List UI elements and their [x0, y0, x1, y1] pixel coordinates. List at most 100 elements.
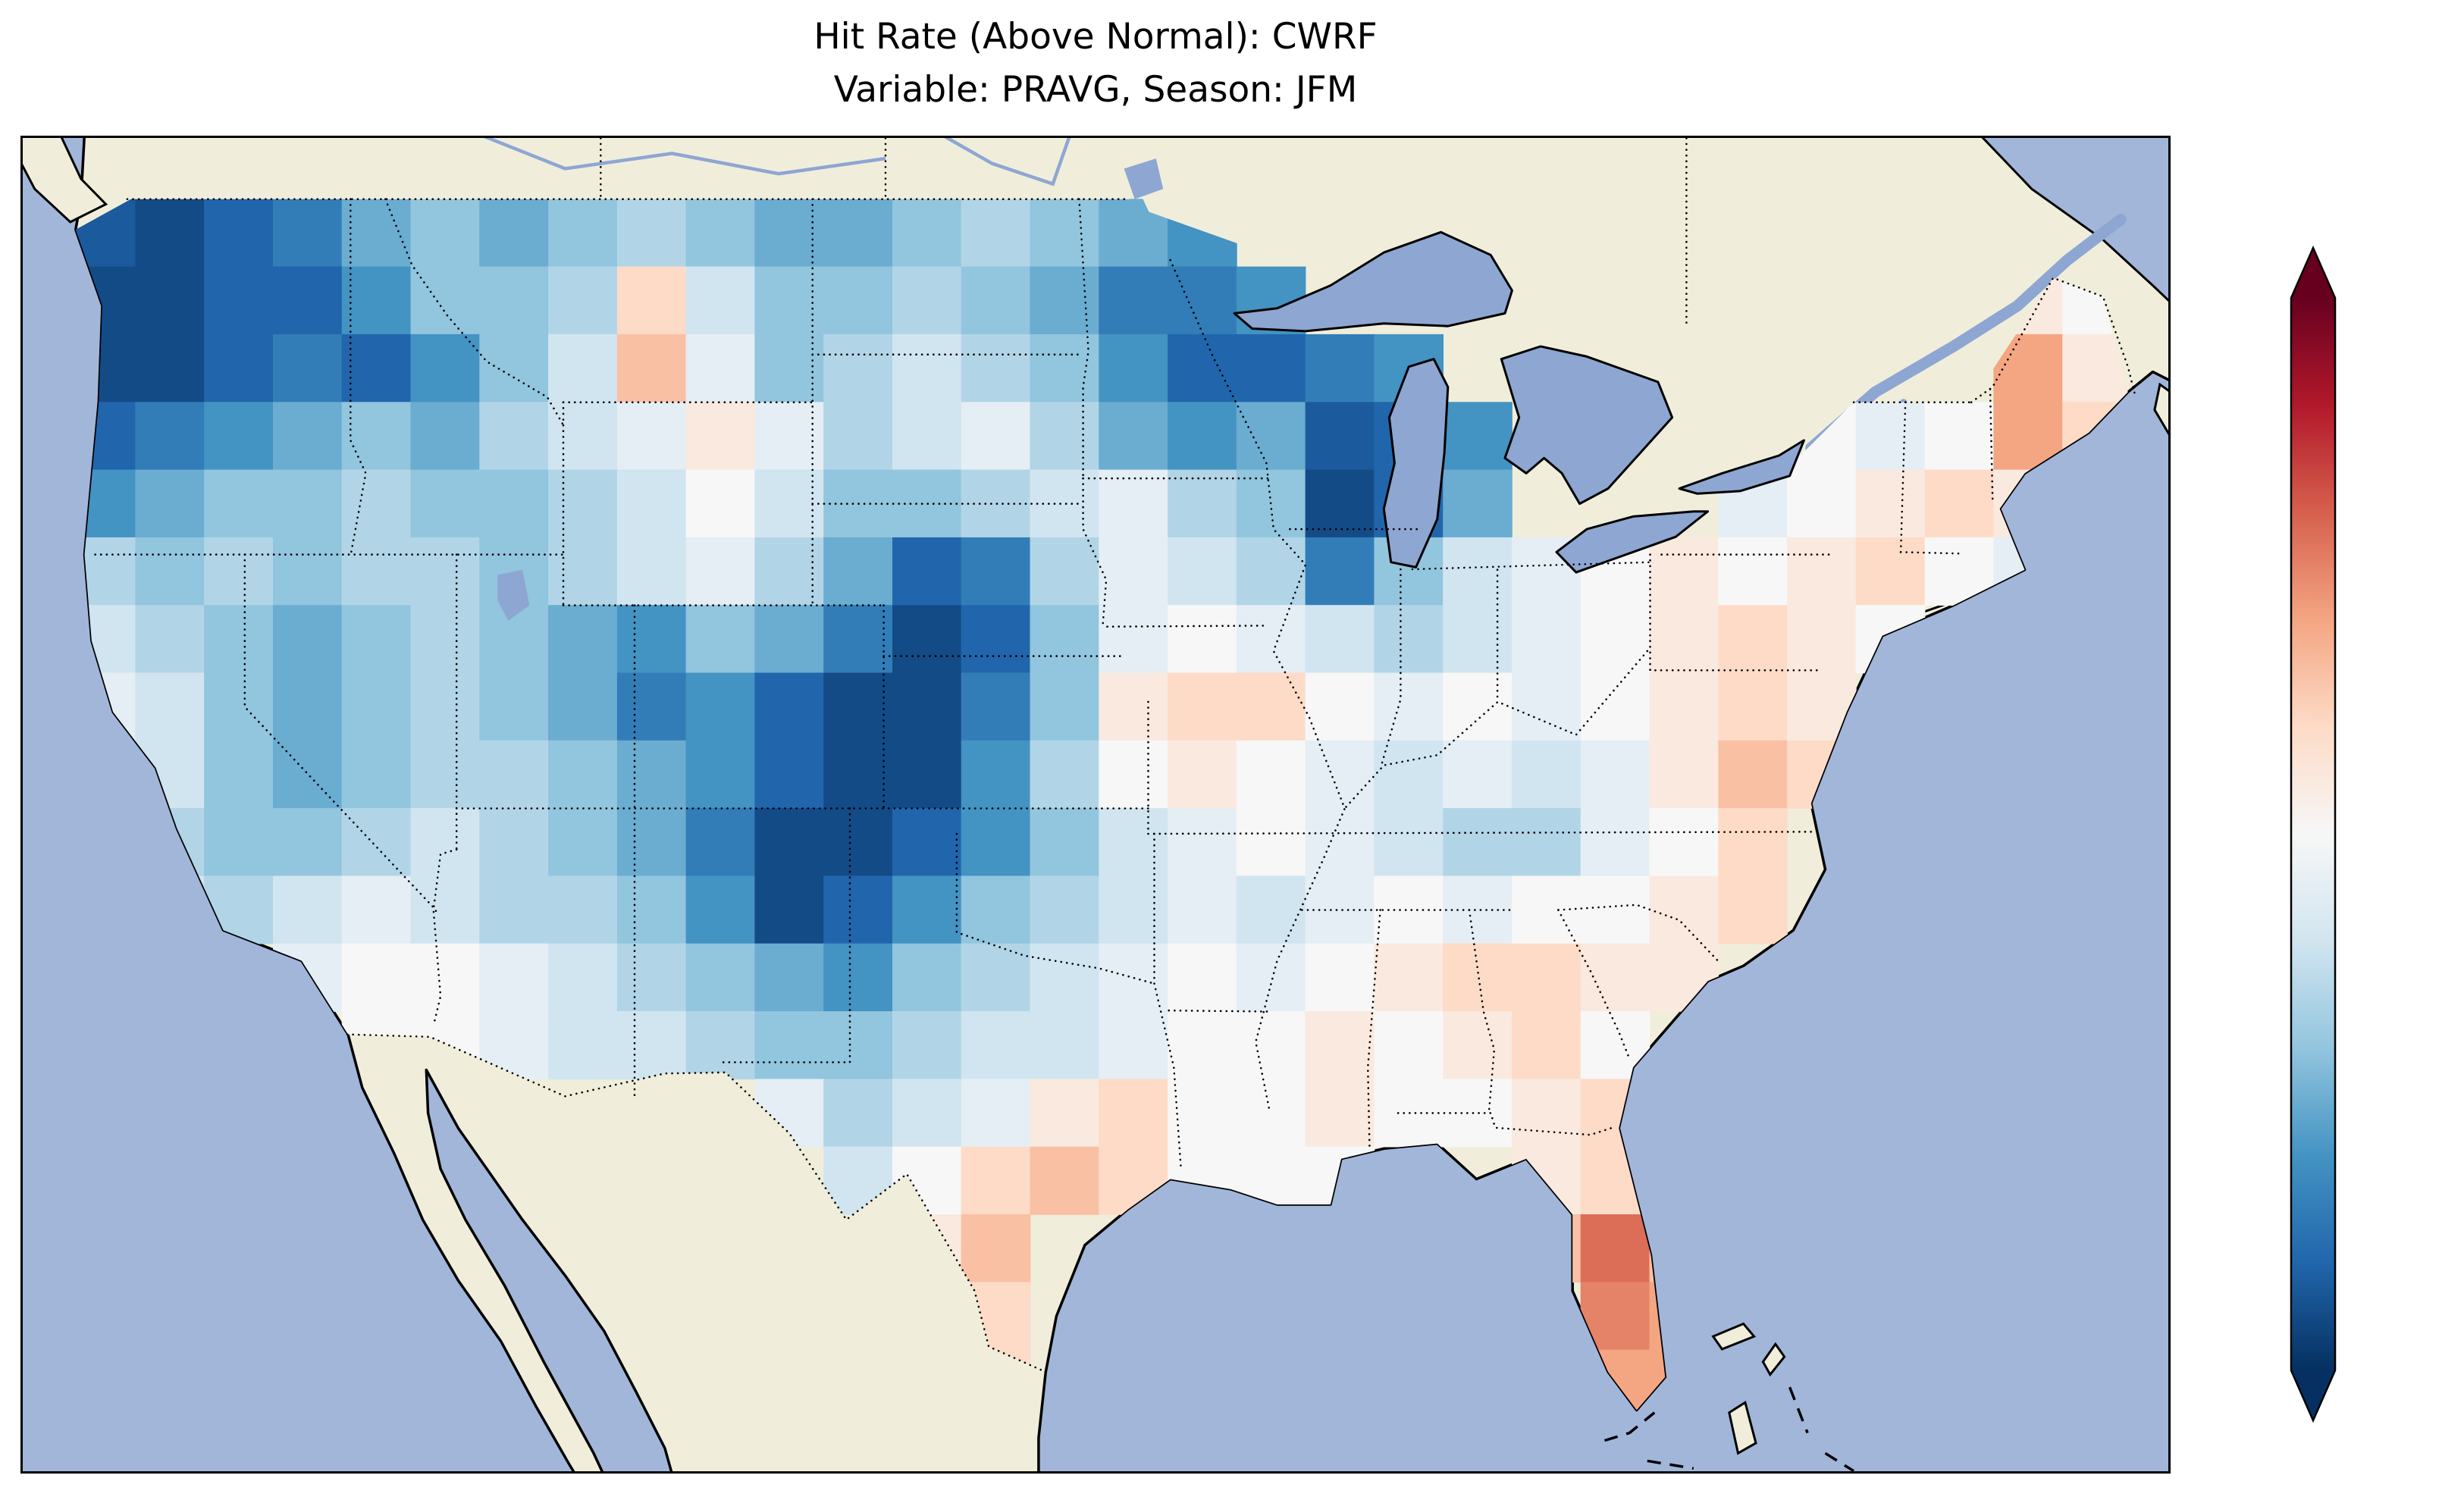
river	[939, 136, 1072, 186]
heatmap-cell	[685, 740, 756, 809]
heatmap-cell	[1718, 537, 1788, 606]
island	[1761, 1342, 1786, 1377]
heatmap-cell	[754, 199, 824, 268]
heatmap-cell	[548, 875, 618, 944]
heatmap-cell	[1580, 943, 1651, 1012]
heatmap-cell	[1443, 808, 1513, 877]
heatmap-cell	[1168, 943, 1237, 1012]
heatmap-cell	[1649, 605, 1719, 674]
heatmap-cell	[892, 740, 962, 809]
heatmap-cell	[410, 943, 481, 1012]
heatmap-cell	[892, 1011, 962, 1080]
heatmap-cell	[823, 875, 893, 944]
heatmap-cell	[135, 469, 205, 538]
heatmap-cell	[685, 808, 756, 877]
heatmap-cell	[823, 1079, 893, 1148]
heatmap-cell	[754, 875, 824, 944]
heatmap-cell	[616, 875, 687, 944]
heatmap-cell	[1168, 266, 1237, 335]
heatmap-cell	[1099, 1079, 1168, 1148]
heatmap-cell	[961, 402, 1031, 471]
heatmap-cell	[1236, 334, 1306, 402]
heatmap-cell	[341, 605, 412, 674]
heatmap-cell	[135, 672, 205, 741]
heatmap-cell	[1168, 334, 1237, 402]
heatmap-cell	[1236, 875, 1306, 944]
heatmap-cell	[1443, 469, 1513, 538]
heatmap-cell	[892, 199, 962, 268]
heatmap-cell	[685, 537, 756, 606]
heatmap-cell	[685, 334, 756, 402]
heatmap-cell	[961, 808, 1031, 877]
heatmap-cell	[1305, 1079, 1375, 1148]
heatmap-cell	[341, 740, 412, 809]
heatmap-cell	[961, 605, 1031, 674]
heatmap-cell	[341, 334, 412, 402]
heatmap-cell	[616, 537, 687, 606]
dashed-coast	[1603, 1411, 1656, 1442]
heatmap-cell	[341, 808, 412, 877]
heatmap-cell	[548, 266, 618, 335]
heatmap-cell	[961, 672, 1031, 741]
plot-title-line2: Variable: PRAVG, Season: JFM	[833, 68, 1358, 111]
heatmap-cell	[273, 605, 343, 674]
heatmap-cell	[204, 605, 274, 674]
heatmap-cell	[1512, 808, 1582, 877]
heatmap-cell	[1512, 1011, 1582, 1080]
heatmap-cell	[754, 605, 824, 674]
heatmap-cell	[1649, 740, 1719, 809]
heatmap-cell	[616, 943, 687, 1012]
heatmap-cell	[892, 266, 962, 335]
heatmap-cell	[1236, 1011, 1306, 1080]
heatmap-cell	[685, 875, 756, 944]
heatmap-cell	[1374, 740, 1444, 809]
heatmap-cell	[1305, 740, 1375, 809]
border-line	[1899, 401, 1962, 555]
heatmap-cell	[1030, 1146, 1100, 1215]
heatmap-cell	[1512, 943, 1582, 1012]
heatmap-cell	[754, 334, 824, 402]
heatmap-cell	[135, 402, 205, 471]
border-line	[1168, 1009, 1271, 1013]
heatmap-cell	[1649, 537, 1719, 606]
heatmap-cell	[1168, 740, 1237, 809]
heatmap-cell	[823, 740, 893, 809]
heatmap-cell	[1787, 605, 1857, 674]
heatmap-cell	[1512, 1079, 1582, 1148]
heatmap-cell	[1580, 1214, 1651, 1283]
heatmap-cell	[1855, 469, 1926, 538]
heatmap-cell	[1580, 672, 1651, 741]
heatmap-cell	[1030, 672, 1100, 741]
heatmap-cell	[1099, 469, 1168, 538]
lake	[1382, 358, 1450, 568]
heatmap-cell	[1305, 469, 1375, 538]
heatmap-cell	[823, 672, 893, 741]
heatmap-cell	[1374, 943, 1444, 1012]
heatmap-cell	[1168, 808, 1237, 877]
heatmap-cell	[892, 808, 962, 877]
heatmap-cell	[685, 943, 756, 1012]
heatmap-cell	[135, 537, 205, 606]
heatmap-cell	[961, 1079, 1031, 1148]
heatmap-cell	[1718, 808, 1788, 877]
heatmap-cell	[685, 605, 756, 674]
heatmap-cell	[754, 808, 824, 877]
heatmap-cell	[616, 402, 687, 471]
border-line	[1970, 276, 2136, 404]
st-lawrence-river	[1805, 214, 2127, 454]
heatmap-cell	[1718, 740, 1788, 809]
heatmap-cell	[204, 469, 274, 538]
colorbar	[2290, 245, 2337, 1424]
heatmap-cell	[1030, 402, 1100, 471]
heatmap-cell	[961, 1146, 1031, 1215]
heatmap-cell	[204, 672, 274, 741]
heatmap-cell	[616, 199, 687, 268]
dashed-coast	[1824, 1452, 1855, 1473]
heatmap-cell	[479, 808, 549, 877]
heatmap-cell	[823, 199, 893, 268]
heatmap-cell	[548, 199, 618, 268]
map-canvas	[20, 136, 2171, 1474]
heatmap-cell	[548, 808, 618, 877]
heatmap-cell	[1855, 402, 1926, 471]
heatmap-cell	[754, 469, 824, 538]
